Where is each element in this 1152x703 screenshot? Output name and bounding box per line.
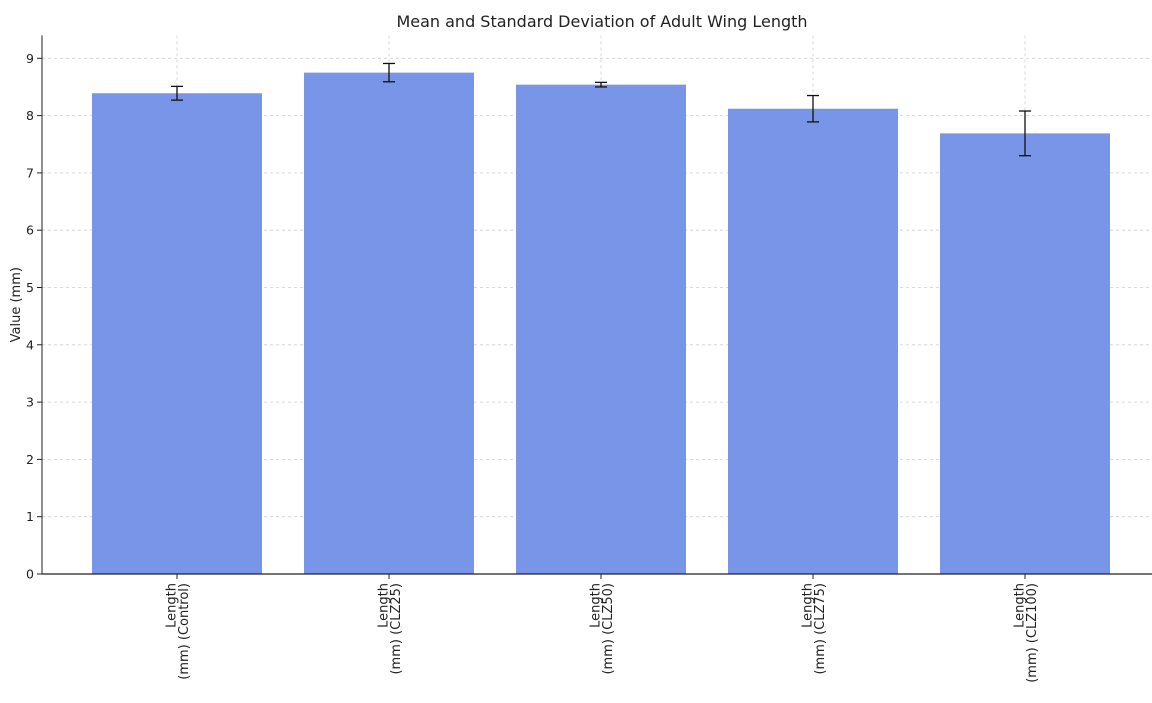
x-tick-label-line: (mm) (CLZ50)	[601, 583, 616, 675]
bar	[304, 72, 474, 574]
y-axis-label: Value (mm)	[9, 267, 24, 342]
y-tick-label: 5	[26, 280, 34, 295]
x-tick-label: Length(mm) (Control)	[164, 583, 192, 680]
x-tick-label-line: Length	[1012, 583, 1027, 628]
axes	[37, 35, 1152, 579]
y-tick-label: 0	[26, 567, 34, 582]
bar	[92, 93, 262, 575]
chart-title: Mean and Standard Deviation of Adult Win…	[396, 12, 807, 31]
x-tick-label: Length(mm) (CLZ75)	[800, 583, 828, 675]
y-tick-label: 9	[26, 51, 34, 66]
x-tick-label-line: Length	[376, 583, 391, 628]
y-tick-label: 8	[26, 108, 34, 123]
x-tick-label-line: (mm) (CLZ75)	[813, 583, 828, 675]
error-bars	[171, 62, 1031, 157]
x-tick-label-line: (mm) (CLZ25)	[389, 583, 404, 675]
bar	[516, 84, 686, 575]
y-tick-label: 6	[26, 223, 34, 238]
x-tick-label: Length(mm) (CLZ50)	[588, 583, 616, 675]
x-tick-label: Length(mm) (CLZ25)	[376, 583, 404, 675]
y-tick-label: 3	[26, 395, 34, 410]
x-tick-label-line: (mm) (CLZ100)	[1025, 583, 1040, 683]
bar	[728, 108, 898, 574]
x-tick-label-line: Length	[588, 583, 603, 628]
bar	[940, 133, 1110, 574]
y-tick-label: 4	[26, 337, 34, 352]
x-tick-label: Length(mm) (CLZ100)	[1012, 583, 1040, 683]
x-tick-label-line: (mm) (Control)	[177, 583, 192, 680]
bars	[92, 72, 1110, 575]
x-tick-label-line: Length	[800, 583, 815, 628]
y-tick-label: 7	[26, 165, 34, 180]
y-tick-label: 2	[26, 452, 34, 467]
y-tick-label: 1	[26, 509, 34, 524]
y-tick-labels: 0 1 2 3 4 5 6 7 8 9	[26, 51, 34, 582]
x-tick-labels: Length(mm) (Control) Length(mm) (CLZ25) Le…	[164, 583, 1040, 683]
x-tick-label-line: Length	[164, 583, 179, 628]
